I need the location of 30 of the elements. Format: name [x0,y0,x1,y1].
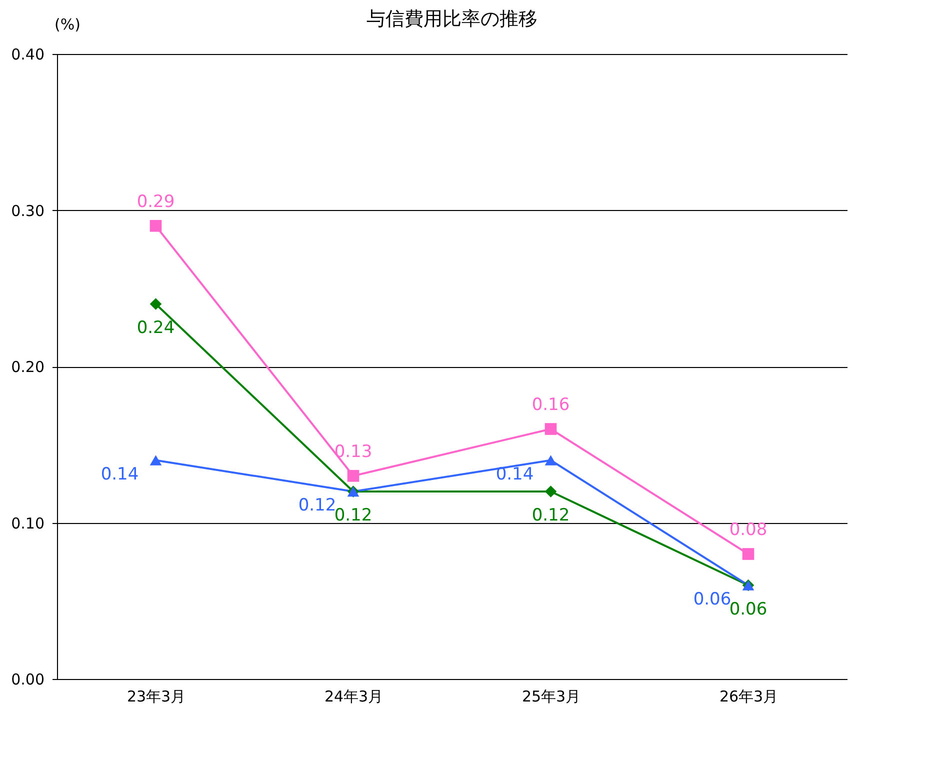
data-label: 0.14 [100,464,139,484]
point [150,298,162,310]
x-tick-label: 24年3月 [324,688,384,706]
data-label: 0.08 [729,520,768,540]
data-label: 0.12 [334,506,372,526]
point [150,220,162,232]
y-tick-label: 0.30 [11,202,44,220]
chart-title: 与信費用比率の推移 [366,8,538,30]
data-label: 0.12 [298,496,336,516]
y-tick-label: 0.40 [11,46,44,64]
point [544,455,557,466]
data-label: 0.29 [136,192,175,212]
data-label: 0.12 [532,506,570,526]
x-tick-label: 26年3月 [719,688,778,706]
point [347,470,360,482]
point [544,423,557,435]
y-tick-label: 0.00 [11,670,44,688]
point [150,455,162,466]
data-label: 0.16 [532,395,570,415]
x-tick-label: 25年3月 [522,688,581,706]
y-tick-label: 0.10 [11,514,44,532]
data-label: 0.06 [729,599,768,620]
y-axis-title: (%) [54,16,80,34]
x-tick-label: 23年3月 [126,688,186,706]
y-tick-label: 0.20 [11,358,44,376]
data-label: 0.13 [334,442,372,462]
data-label: 0.24 [136,318,175,338]
point [544,486,557,498]
data-label: 0.06 [693,589,732,610]
point [742,548,754,560]
